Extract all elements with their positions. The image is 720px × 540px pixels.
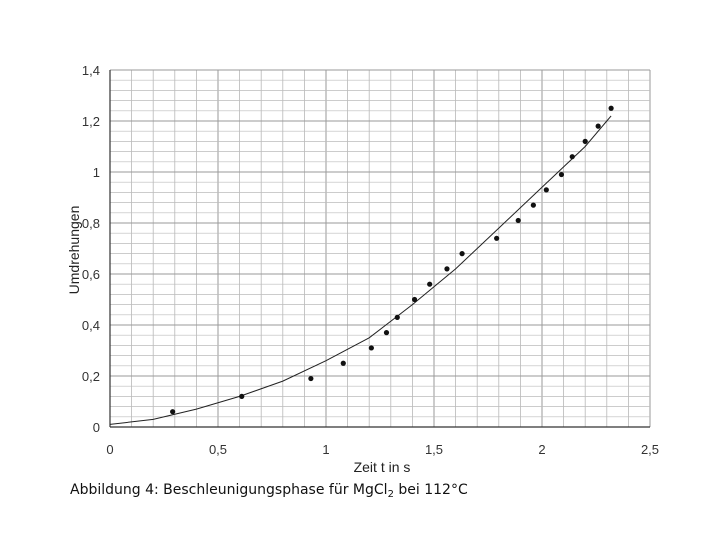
- data-point: [530, 202, 536, 208]
- data-point: [558, 171, 565, 178]
- y-tick-label: 1,2: [82, 114, 100, 129]
- data-point: [494, 235, 500, 241]
- y-tick-label: 0,2: [82, 369, 100, 384]
- data-point: [427, 281, 433, 287]
- data-point: [394, 314, 400, 320]
- data-point: [411, 296, 418, 303]
- data-point: [582, 138, 588, 144]
- data-point: [515, 217, 521, 224]
- data-point: [459, 251, 465, 257]
- caption-suffix: bei 112°C: [393, 482, 468, 498]
- data-point: [444, 266, 450, 272]
- y-tick-label: 0,6: [82, 267, 100, 282]
- data-point: [340, 360, 346, 366]
- x-axis-label: Zeit t in s: [354, 459, 411, 475]
- x-tick-label: 1,5: [425, 442, 443, 457]
- caption-element: Cl: [373, 482, 388, 498]
- data-point: [569, 154, 575, 160]
- y-tick-label: 1: [93, 165, 100, 180]
- y-tick-label: 0,4: [82, 318, 100, 333]
- figure-caption: Abbildung 4: Beschleunigungsphase für Mg…: [70, 482, 468, 500]
- y-tick-label: 1,4: [82, 63, 100, 78]
- data-point: [170, 409, 176, 415]
- data-point: [543, 187, 549, 193]
- data-point: [368, 345, 374, 351]
- x-tick-label: 0,5: [209, 442, 227, 457]
- data-point: [595, 123, 601, 129]
- y-axis-label: Umdrehungen: [66, 206, 82, 295]
- fit-line: [109, 115, 612, 425]
- caption-subscript: 2: [387, 489, 394, 500]
- x-tick-label: 1: [322, 442, 329, 457]
- x-tick-label: 0: [106, 442, 113, 457]
- data-point: [383, 330, 390, 336]
- data-point: [239, 393, 245, 399]
- fit-curve: [109, 115, 612, 425]
- y-tick-label: 0: [93, 420, 100, 435]
- x-tick-label: 2: [538, 442, 545, 457]
- data-points: [170, 105, 614, 415]
- data-point: [608, 105, 614, 111]
- y-tick-label: 0,8: [82, 216, 100, 231]
- x-tick-label: 2,5: [641, 442, 659, 457]
- axes: [109, 70, 650, 428]
- data-point: [308, 375, 314, 382]
- tick-labels: 0 0,5 1 1,5 2 2,5 0 0,2 0,4 0,6 0,8 1 1,2 1,4: [82, 63, 659, 457]
- scatter-plot: 0 0,5 1 1,5 2 2,5 0 0,2 0,4 0,6 0,8 1 1,2 1,4 Zeit t …: [66, 63, 659, 475]
- caption-prefix: Abbildung 4: Beschleunigungsphase für Mg: [70, 482, 374, 498]
- grid: [109, 69, 651, 428]
